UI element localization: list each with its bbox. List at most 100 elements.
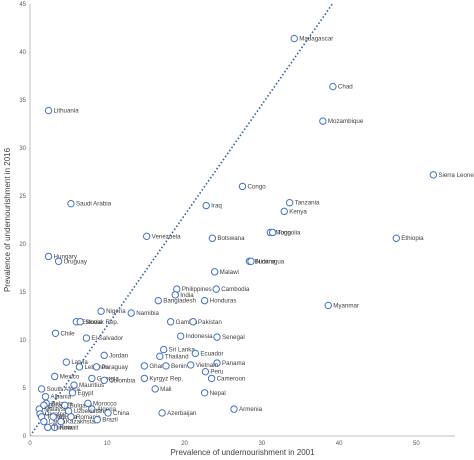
point-label: Brazil [102,417,117,424]
point-label: Albania [50,394,71,401]
point-marker [75,363,84,371]
point-marker [57,417,65,426]
data-point: Nigeria [97,307,126,315]
point-marker [44,106,53,115]
point-marker [392,234,400,242]
point-marker [200,389,209,397]
data-point: Azerbaijan [158,409,197,417]
point-marker [88,405,96,413]
point-marker [92,363,101,371]
point-label: Chile [61,330,76,337]
y-tick-label: 0 [23,434,27,440]
point-marker [62,358,71,366]
data-point: Cameroon [207,374,246,383]
point-marker [191,349,200,358]
y-tick-label: 40 [19,50,26,56]
point-marker [154,296,162,305]
data-point: Panama [213,359,246,367]
point-label: Congo [248,183,267,190]
point-label: Madagascar [299,36,333,43]
point-label: Bulgaria [70,402,93,409]
point-label: Gambia [176,319,198,326]
point-label: Jordan [109,352,128,359]
data-point: Madagascar [290,34,333,43]
point-marker [213,333,221,341]
point-marker [187,361,195,369]
point-label: Honduras [210,298,237,305]
data-point: China [104,409,130,417]
point-label: Peru [210,369,224,376]
point-marker [54,257,63,265]
point-label: Kyrgyz Rep. [149,375,183,382]
point-marker [44,252,53,261]
point-marker [207,374,216,383]
data-point: Romania [67,413,101,421]
data-point: Albania [41,392,72,401]
point-label: Malawi [220,269,239,276]
data-point: Gambia [166,318,198,326]
point-label: Chad [338,84,353,91]
y-tick-label: 10 [19,338,26,344]
point-marker [140,362,149,370]
reference-line-layer [29,3,334,437]
data-point: Malawi [210,268,239,276]
data-point: South Africa [37,385,81,393]
point-label: Lithuania [54,108,80,115]
data-point: Ecuador [191,349,223,358]
point-marker [158,409,166,417]
point-label: Hungary [54,253,78,260]
data-point: Lithuania [44,106,80,115]
point-marker [189,318,197,326]
point-marker [93,415,101,424]
data-point: Kyrgyz Rep. [140,374,183,382]
data-point: Nicaragua [247,257,285,265]
data-point: Egypt [68,389,94,397]
data-point: Benin [162,362,187,370]
data-point: Armenia [230,405,263,413]
point-marker [156,352,164,361]
data-point: Togo [268,228,292,236]
data-point: Mauritius [70,381,104,389]
point-label: Cameroon [217,375,246,382]
point-marker [70,381,78,389]
data-point: Ethiopia [392,234,424,242]
point-label: Georgia [97,375,120,382]
data-point: Hungary [44,252,78,261]
point-label: Panama [222,360,246,367]
data-point: Morocco [84,399,117,407]
y-tick-label: 25 [19,194,26,200]
point-marker [51,372,59,381]
y-tick-label: 45 [19,2,26,8]
x-tick-label: 20 [181,441,188,447]
data-point: Nepal [200,389,226,397]
point-label: Paraguay [101,364,128,371]
point-label: Kuwait [60,424,79,431]
point-label: Estonia [81,319,102,326]
data-point: Iraq [202,201,222,210]
point-marker [247,257,255,265]
point-marker [210,268,219,276]
data-point: Croatia [40,401,70,409]
point-label: Pakistan [198,319,222,326]
point-label: Croatia [49,402,70,409]
point-label: Mauritius [79,382,104,389]
point-label: India [180,292,194,299]
y-tick-label: 5 [23,386,27,392]
point-label: Indonesia [186,333,213,340]
point-marker [324,301,332,310]
data-point: Honduras [200,296,237,305]
point-label: Azerbaijan [167,410,197,417]
point-label: Benin [171,363,187,370]
data-point: Chad [329,82,353,91]
point-label: Botswana [217,235,245,242]
point-label: Egypt [78,390,94,397]
x-tick-label: 10 [104,441,111,447]
point-label: Burkina [254,258,276,265]
data-point: Myanmar [324,301,359,310]
point-label: Nepal [210,390,226,397]
point-label: Sri Lanka [169,347,196,354]
x-tick-label: 0 [28,441,32,447]
data-point: Pakistan [189,318,222,326]
point-label: Tunisia [53,424,73,431]
data-point: Thailand [156,352,189,361]
